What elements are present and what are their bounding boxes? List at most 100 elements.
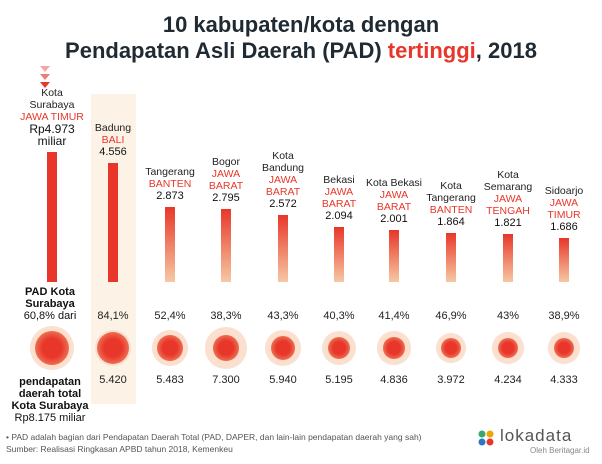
data-label-3: 2.795 [212,191,240,204]
pad-share-circle-5 [328,337,350,359]
total-revenue-9: 4.333 [550,374,578,386]
title-line2-post: , 2018 [475,38,537,63]
pad-share-circle-4 [270,335,296,361]
data-label-7: 1.864 [437,216,465,229]
total-revenue-5: 5.195 [325,374,353,386]
bar-label-7: Kota Tangerang BANTEN 1.864 [416,180,486,228]
total-revenue-8: 4.234 [494,374,522,386]
chart-title-line2: Pendapatan Asli Daerah (PAD) tertinggi, … [0,38,602,64]
total-label-line1: pendapatan [19,376,81,388]
bar-label-1-prov: BALI [101,133,125,146]
bar-0 [47,152,57,282]
bar-label-8-name: Kota [497,169,519,182]
bar-label-2-name: Tangerang [145,165,195,178]
data-label-8: 1.821 [494,217,522,230]
total-revenue-1: 5.420 [99,374,127,386]
bar-label-5-name: Bekasi [323,174,355,187]
bar-label-6-name: Kota Bekasi [365,176,423,189]
pad-share-circle-7 [440,337,462,359]
bar-label-5-prov: BARAT [321,198,357,211]
logo-text: lokadata [500,426,573,445]
title-line1-text: 10 kabupaten/kota dengan [162,12,440,37]
bar-label-8: Kota Semarang JAWA TENGAH 1.821 [473,169,543,229]
total-revenue-3: 7.300 [212,374,240,386]
bar-label-5: Bekasi JAWA BARAT 2.094 [304,174,374,222]
bar-8 [503,234,513,282]
pad-share-circle-8 [497,337,519,359]
source-note: Sumber: Realisasi Ringkasan APBD tahun 2… [6,444,233,454]
bar-label-8-name: Semarang [483,181,533,194]
bar-label-7-name: Tangerang [426,192,476,205]
pad-share-2: 52,4% [154,310,186,322]
bar-label-0-name: Surabaya [29,99,75,111]
bar-label-1: Badung BALI 4.556 [78,122,148,158]
bar-label-3-name: Bogor [211,155,241,168]
pad-share-label: PAD Kota Surabaya 60,8% dari [4,286,96,322]
pad-share-circle-0 [34,330,70,366]
lokadata-logo-icon [478,430,494,446]
bar-label-3-prov: BARAT [208,179,244,192]
pad-share-6: 41,4% [378,310,410,322]
chart-title-line1: 10 kabupaten/kota dengan [0,12,602,38]
bar-label-4-name: Kota [272,149,294,162]
data-label-0: Rp4.973 [29,122,75,136]
bar-4 [278,214,288,282]
pad-label-line1: PAD Kota [25,286,75,298]
pad-share-8: 43% [496,310,520,322]
bar-label-0: Kota Surabaya JAWA TIMUR Rp4.973 miliar [17,87,87,147]
data-label-9: 1.686 [550,220,578,233]
pad-share-1: 84,1% [97,310,129,322]
bar-label-4-prov: JAWA [268,173,298,186]
logo-subtext: Oleh Beritagar.id [530,446,590,455]
bar-1 [108,162,118,282]
bar-2 [165,206,175,282]
pad-label-line2: Surabaya [25,298,75,310]
title-line2-highlight: tertinggi [387,38,476,63]
bar-label-1-name: Badung [94,121,132,134]
bar-3 [221,208,231,282]
total-label-line3: Kota Surabaya [11,400,89,412]
bar-6 [389,229,399,282]
bar-label-3-prov: JAWA [211,167,241,180]
pad-share-circle-9 [554,338,574,358]
data-label-6: 2.001 [380,212,408,225]
bar-label-9: Sidoarjo JAWA TIMUR 1.686 [529,185,599,233]
bar-label-5-prov: JAWA [324,186,354,199]
title-line2-pre: Pendapatan Asli Daerah (PAD) [65,38,388,63]
bar-label-7-prov: BANTEN [429,204,473,217]
bar-label-4-name: Bandung [261,161,305,174]
bar-label-3: Bogor JAWA BARAT 2.795 [191,156,261,204]
data-label-2: 2.873 [156,189,184,202]
pad-label-line3: 60,8% dari [23,310,77,322]
bar-label-9-prov: TIMUR [547,208,581,221]
bar-label-2-prov: BANTEN [148,177,192,190]
total-revenue-label: pendapatan daerah total Kota Surabaya Rp… [4,376,96,424]
bar-label-8-prov: JAWA [493,193,523,206]
pad-share-5: 40,3% [323,310,355,322]
bar-label-9-name: Sidoarjo [544,184,584,197]
bar-9 [559,237,569,282]
total-revenue-6: 4.836 [380,374,408,386]
data-label-5: 2.094 [325,210,353,223]
pad-share-circle-1 [96,331,130,365]
pad-share-circle-6 [383,337,405,359]
total-label-line4: Rp8.175 miliar [14,412,86,424]
footnote: • PAD adalah bagian dari Pendapatan Daer… [6,432,422,442]
bar-5 [334,227,344,282]
data-label-1: 4.556 [99,145,127,158]
bar-label-0-name: Kota [41,87,63,99]
bar-label-4: Kota Bandung JAWA BARAT 2.572 [248,150,318,210]
bar-label-6: Kota Bekasi JAWA BARAT 2.001 [359,177,429,225]
bar-label-7-name: Kota [440,180,462,193]
pad-share-circle-3 [213,335,239,361]
pad-share-7: 46,9% [435,310,467,322]
bar-7 [446,233,456,282]
total-revenue-4: 5.940 [269,374,297,386]
bar-label-0-prov: JAWA TIMUR [20,111,84,123]
bar-label-8-prov: TENGAH [486,205,530,218]
bar-label-6-prov: JAWA [379,188,409,201]
pad-share-4: 43,3% [267,310,299,322]
data-label-unit-0: miliar [37,134,67,148]
data-label-4: 2.572 [269,197,297,210]
